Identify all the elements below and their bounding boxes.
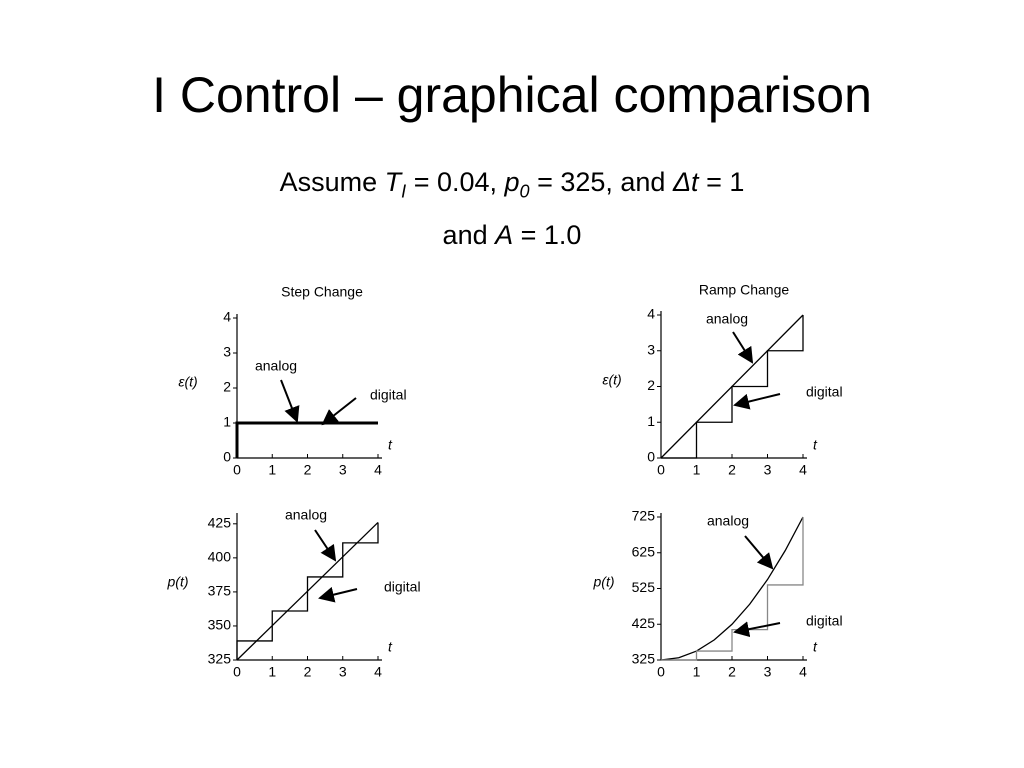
annotation-arrow xyxy=(732,331,754,364)
subtitle-part: p xyxy=(504,167,520,197)
series-line xyxy=(661,315,804,459)
annotation: digital xyxy=(806,613,843,629)
x-tick-label: 2 xyxy=(304,462,312,478)
annotation-arrow xyxy=(733,621,781,638)
annotation: digital xyxy=(384,579,421,595)
y-tick-label: 0 xyxy=(647,449,655,465)
chart-title: Step Change xyxy=(281,284,363,300)
annotation-arrow xyxy=(321,397,357,426)
y-tick-label: 3 xyxy=(223,344,231,360)
y-tick-label: 425 xyxy=(632,615,656,631)
y-tick-label: 4 xyxy=(647,306,655,322)
subtitle-part: and xyxy=(442,220,496,251)
y-axis-label: p(t) xyxy=(593,574,615,590)
y-tick-label: 0 xyxy=(223,449,231,465)
x-tick-label: 3 xyxy=(764,462,772,478)
subtitle-part: A xyxy=(495,220,514,251)
annotation: digital xyxy=(370,387,407,403)
subtitle-line: and A = 1.0 xyxy=(0,213,1024,257)
x-tick-label: 2 xyxy=(728,664,736,680)
annotation-arrow xyxy=(318,586,358,603)
x-tick-label: 2 xyxy=(728,462,736,478)
x-tick-label: 4 xyxy=(374,664,382,680)
chart-title: Ramp Change xyxy=(699,282,789,298)
x-tick-label: 1 xyxy=(693,462,701,478)
x-tick-label: 4 xyxy=(799,462,807,478)
subtitle-part: Assume xyxy=(279,167,385,197)
subtitle-part: I xyxy=(401,181,407,202)
x-tick-label: 0 xyxy=(657,462,665,478)
x-tick-label: 3 xyxy=(764,664,772,680)
x-tick-label: 0 xyxy=(233,664,241,680)
x-axis-label: t xyxy=(388,639,393,655)
y-axis-label: p(t) xyxy=(167,574,189,590)
series-line xyxy=(235,421,378,458)
y-tick-label: 2 xyxy=(647,377,655,393)
annotation: analog xyxy=(707,513,749,529)
annotation-arrow xyxy=(314,529,337,562)
y-tick-label: 350 xyxy=(208,617,232,633)
x-axis-label: t xyxy=(813,437,818,453)
x-axis-label: t xyxy=(813,639,818,655)
series-line xyxy=(661,517,804,661)
y-tick-label: 2 xyxy=(223,379,231,395)
x-tick-label: 3 xyxy=(339,664,347,680)
y-tick-label: 400 xyxy=(208,549,232,565)
subtitle-part: = 1.0 xyxy=(513,220,582,251)
subtitle-line: Assume TI = 0.04, p0 = 325, and Δt = 1 xyxy=(0,160,1024,213)
subtitle-part: Δt xyxy=(672,167,699,197)
series-line xyxy=(660,516,804,661)
subtitle-part: = 1 xyxy=(698,167,745,197)
y-tick-label: 325 xyxy=(632,651,656,667)
annotation: digital xyxy=(806,384,843,400)
subtitle-part: T xyxy=(384,167,402,197)
y-tick-label: 425 xyxy=(208,515,232,531)
x-tick-label: 4 xyxy=(799,664,807,680)
x-tick-label: 1 xyxy=(693,664,701,680)
y-axis-label: ε(t) xyxy=(178,374,197,390)
y-tick-label: 325 xyxy=(208,651,232,667)
subtitle-part: = 325, and xyxy=(529,167,673,197)
y-tick-label: 1 xyxy=(223,414,231,430)
y-axis-label: ε(t) xyxy=(602,372,621,388)
annotation-arrow xyxy=(733,393,781,410)
annotation: analog xyxy=(285,507,327,523)
x-axis-label: t xyxy=(388,437,393,453)
y-tick-label: 375 xyxy=(208,583,232,599)
annotation: analog xyxy=(706,311,748,327)
x-tick-label: 1 xyxy=(268,462,276,478)
y-tick-label: 1 xyxy=(647,413,655,429)
annotation-arrow xyxy=(744,535,774,570)
x-tick-label: 1 xyxy=(268,664,276,680)
x-tick-label: 2 xyxy=(304,664,312,680)
series-line xyxy=(235,421,378,458)
x-tick-label: 0 xyxy=(233,462,241,478)
y-tick-label: 3 xyxy=(647,341,655,357)
y-tick-label: 625 xyxy=(632,543,656,559)
slide-title: I Control – graphical comparison xyxy=(152,67,872,123)
x-tick-label: 4 xyxy=(374,462,382,478)
annotation: analog xyxy=(255,358,297,374)
annotation-arrow xyxy=(280,379,300,423)
series-line xyxy=(236,522,379,660)
y-tick-label: 4 xyxy=(223,309,231,325)
subtitle-part: = 0.04, xyxy=(406,167,505,197)
y-tick-label: 725 xyxy=(632,508,656,524)
x-tick-label: 3 xyxy=(339,462,347,478)
subtitle-part: 0 xyxy=(519,181,530,202)
y-tick-label: 525 xyxy=(632,579,656,595)
slide-subtitle: Assume TI = 0.04, p0 = 325, and Δt = 1 an… xyxy=(0,160,1024,257)
x-tick-label: 0 xyxy=(657,664,665,680)
